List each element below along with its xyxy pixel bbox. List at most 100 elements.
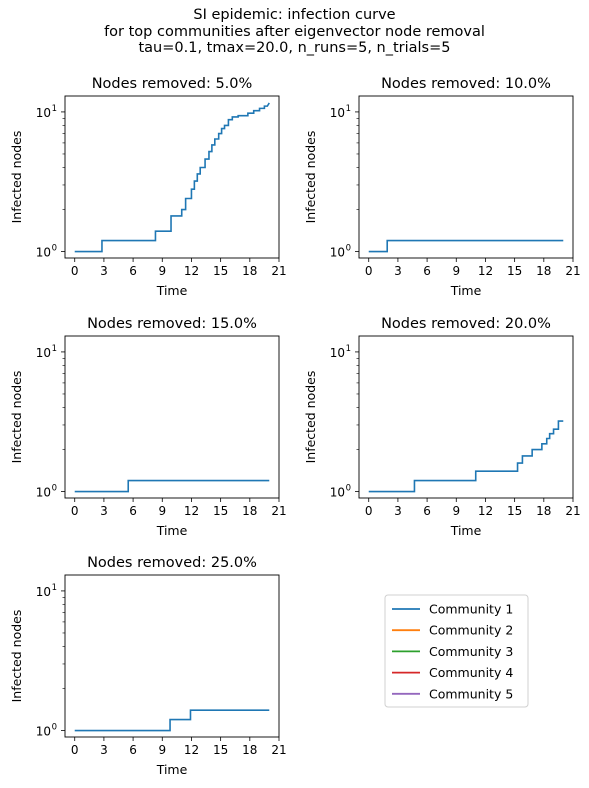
y-tick-exponent: 1: [346, 344, 351, 354]
series-line-community-1: [74, 102, 270, 253]
y-tick-label: 10: [330, 106, 345, 120]
x-tick-label: 18: [536, 264, 551, 278]
y-tick-label: 10: [330, 346, 345, 360]
series-line-community-1: [74, 479, 270, 493]
suptitle-line-3: tau=0.1, tmax=20.0, n_runs=5, n_trials=5: [138, 40, 451, 56]
subplot-title: Nodes removed: 25.0%: [87, 555, 257, 571]
y-tick-label: 10: [36, 725, 51, 739]
y-tick-label: 10: [36, 346, 51, 360]
y-tick-label: 10: [330, 486, 345, 500]
y-tick-exponent: 1: [52, 583, 57, 593]
subplot-title: Nodes removed: 20.0%: [381, 316, 551, 332]
series-line-community-1: [368, 420, 564, 493]
y-tick-exponent: 0: [346, 484, 351, 494]
x-tick-label: 12: [184, 264, 199, 278]
x-axis-label: Time: [156, 523, 188, 538]
x-tick-label: 18: [242, 504, 257, 518]
x-tick-label: 6: [129, 504, 137, 518]
x-tick-label: 0: [71, 743, 79, 757]
suptitle-line-1: SI epidemic: infection curve: [193, 7, 396, 23]
x-tick-label: 15: [213, 264, 228, 278]
axes-frame: [64, 335, 280, 499]
x-axis-label: Time: [450, 283, 482, 298]
x-tick-label: 6: [129, 264, 137, 278]
legend: Community 1 Community 2 Community 3 Communi…: [384, 594, 529, 708]
x-tick-label: 6: [423, 264, 431, 278]
x-tick-label: 3: [394, 264, 402, 278]
x-tick-label: 3: [100, 504, 108, 518]
x-tick-label: 21: [271, 264, 286, 278]
x-tick-label: 15: [213, 504, 228, 518]
legend-label: Community 1: [429, 602, 513, 617]
subplot-title: Nodes removed: 10.0%: [381, 76, 551, 92]
y-tick-exponent: 1: [346, 104, 351, 114]
legend-label: Community 5: [429, 686, 513, 701]
x-tick-label: 21: [271, 743, 286, 757]
series-line-community-1: [74, 709, 270, 732]
subplot-title: Nodes removed: 15.0%: [87, 316, 257, 332]
x-tick-label: 15: [507, 504, 522, 518]
y-tick-exponent: 0: [52, 244, 57, 254]
x-tick-label: 6: [129, 743, 137, 757]
x-axis-label: Time: [156, 762, 188, 777]
y-axis-label: Infected nodes: [9, 131, 24, 224]
x-tick-label: 3: [100, 264, 108, 278]
legend-frame: [384, 594, 529, 708]
x-axis-label: Time: [450, 523, 482, 538]
x-tick-label: 0: [71, 264, 79, 278]
y-axis-label: Infected nodes: [9, 610, 24, 703]
legend-label: Community 2: [429, 623, 513, 638]
x-tick-label: 15: [507, 264, 522, 278]
x-tick-label: 0: [365, 264, 373, 278]
x-tick-label: 0: [71, 504, 79, 518]
y-tick-exponent: 1: [52, 104, 57, 114]
x-tick-label: 3: [100, 743, 108, 757]
x-tick-label: 9: [452, 504, 460, 518]
subplot-title: Nodes removed: 5.0%: [92, 76, 253, 92]
y-axis-label: Infected nodes: [303, 131, 318, 224]
y-tick-label: 10: [330, 246, 345, 260]
x-tick-label: 6: [423, 504, 431, 518]
x-tick-label: 21: [271, 504, 286, 518]
x-tick-label: 21: [565, 504, 580, 518]
x-tick-label: 9: [158, 743, 166, 757]
x-tick-label: 18: [536, 504, 551, 518]
x-tick-label: 9: [158, 504, 166, 518]
x-tick-label: 12: [184, 504, 199, 518]
axes-frame: [358, 95, 574, 259]
legend-label: Community 4: [429, 665, 513, 680]
legend-label: Community 3: [429, 644, 513, 659]
y-tick-label: 10: [36, 486, 51, 500]
figure-suptitle: SI epidemic: infection curve for top com…: [0, 7, 589, 57]
x-tick-label: 15: [213, 743, 228, 757]
y-tick-exponent: 1: [52, 344, 57, 354]
y-tick-exponent: 0: [52, 723, 57, 733]
x-tick-label: 18: [242, 743, 257, 757]
axes-frame: [64, 574, 280, 738]
x-tick-label: 12: [478, 504, 493, 518]
y-axis-label: Infected nodes: [303, 371, 318, 464]
y-tick-exponent: 0: [52, 484, 57, 494]
axes-frame: [64, 95, 280, 259]
suptitle-line-2: for top communities after eigenvector no…: [104, 23, 485, 40]
x-tick-label: 12: [478, 264, 493, 278]
x-tick-label: 21: [565, 264, 580, 278]
x-tick-label: 12: [184, 743, 199, 757]
x-tick-label: 18: [242, 264, 257, 278]
x-tick-label: 0: [365, 504, 373, 518]
series-line-community-1: [368, 239, 564, 253]
y-tick-exponent: 0: [346, 244, 351, 254]
y-tick-label: 10: [36, 585, 51, 599]
axes-frame: [358, 335, 574, 499]
y-tick-label: 10: [36, 246, 51, 260]
y-axis-label: Infected nodes: [9, 371, 24, 464]
x-tick-label: 9: [158, 264, 166, 278]
x-axis-label: Time: [156, 283, 188, 298]
x-tick-label: 3: [394, 504, 402, 518]
